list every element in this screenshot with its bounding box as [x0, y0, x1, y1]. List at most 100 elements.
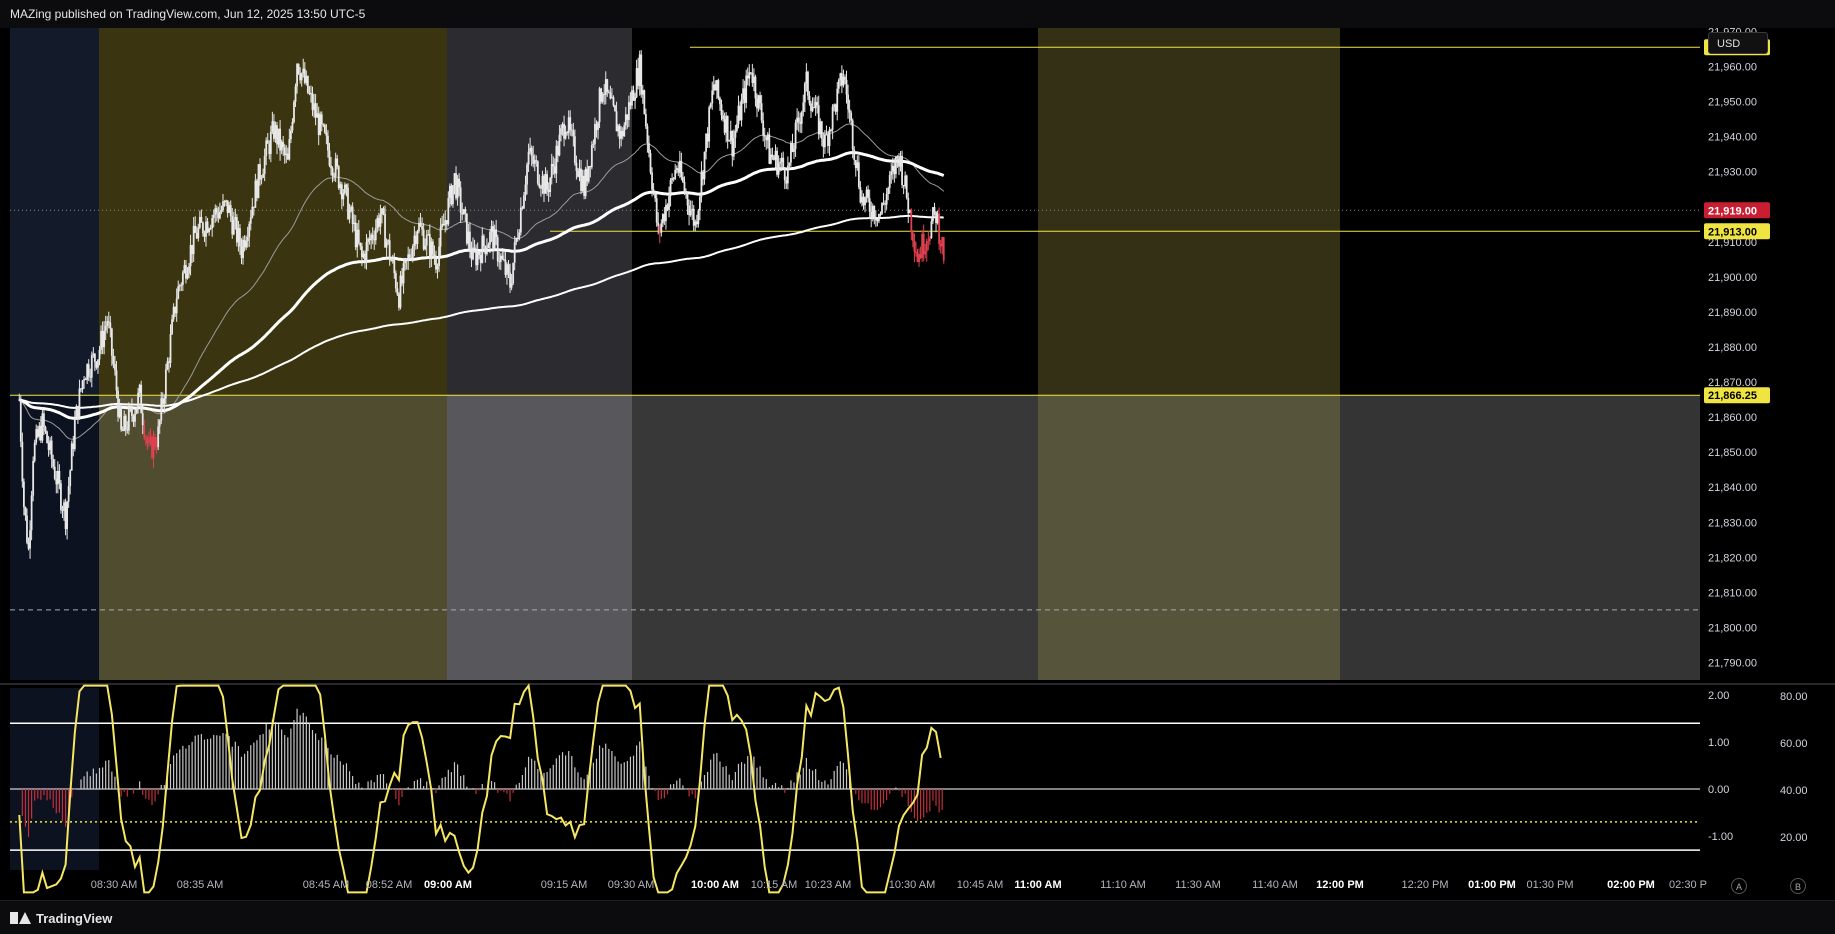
price-tick-label: 21,790.00	[1708, 657, 1757, 669]
candle	[570, 123, 573, 137]
candle-body	[32, 460, 35, 496]
candle	[325, 124, 328, 145]
candle-body	[242, 239, 244, 259]
candle	[519, 197, 522, 236]
candle-body	[447, 198, 450, 225]
candle	[433, 245, 436, 265]
candle	[894, 156, 897, 179]
candle-body	[93, 353, 96, 362]
candle-body	[218, 211, 221, 219]
session-band-upper	[99, 28, 447, 396]
candle-body	[405, 259, 408, 261]
candle	[682, 171, 684, 184]
log-scale-button[interactable]: B	[1790, 878, 1806, 894]
candle-body	[805, 71, 808, 84]
candle-body	[785, 180, 788, 184]
auto-scale-button[interactable]: A	[1731, 878, 1747, 894]
candle	[523, 192, 525, 210]
candle-body	[458, 178, 461, 188]
candle	[72, 435, 75, 457]
candle	[885, 187, 888, 210]
candle-body	[249, 217, 252, 224]
chart-canvas[interactable]: 21,970.0021,960.0021,950.0021,940.0021,9…	[0, 0, 1835, 900]
time-tick-label: 08:35 AM	[177, 879, 223, 891]
currency-selector[interactable]: USD	[1708, 32, 1768, 54]
candle	[884, 200, 886, 214]
candle-body	[323, 124, 326, 133]
candle-body	[691, 208, 694, 211]
time-tick-label: 08:45 AM	[303, 879, 349, 891]
candle	[263, 148, 266, 182]
candle-body	[649, 153, 652, 173]
candle-body	[782, 157, 785, 168]
candle-body	[73, 419, 76, 449]
candle	[168, 357, 170, 373]
candle	[231, 207, 234, 239]
candle	[53, 458, 56, 481]
candle	[132, 414, 135, 427]
time-tick-label: 10:23 AM	[805, 879, 851, 891]
candle	[898, 152, 900, 176]
candle	[552, 156, 555, 175]
candle-body	[839, 73, 842, 80]
candle	[714, 80, 717, 91]
candle	[390, 257, 393, 262]
candle-body	[604, 79, 607, 95]
candle-body	[364, 253, 366, 262]
candle	[164, 363, 167, 404]
candle	[691, 200, 694, 220]
candle-body	[41, 413, 44, 441]
candle	[32, 456, 35, 502]
candle	[717, 78, 720, 101]
candle	[768, 128, 771, 165]
candle	[600, 87, 603, 104]
candle-body	[327, 135, 329, 151]
candle	[41, 408, 44, 444]
candle	[609, 85, 612, 100]
candle-body	[215, 208, 218, 214]
candle	[911, 229, 914, 248]
candle	[620, 126, 623, 147]
candle-body	[657, 222, 660, 226]
candle-body	[53, 466, 56, 480]
candle	[152, 430, 155, 469]
candle	[921, 230, 924, 263]
candle-body	[686, 193, 689, 206]
candle	[192, 216, 195, 262]
time-tick-label: 01:30 PM	[1526, 879, 1573, 891]
candle	[766, 131, 769, 149]
candle-body	[935, 211, 937, 224]
candle	[692, 204, 695, 232]
candle-body	[715, 80, 718, 91]
candle	[757, 94, 760, 112]
candle-body	[521, 207, 524, 209]
candle	[837, 78, 840, 94]
candle-body	[803, 83, 806, 103]
candle	[81, 379, 84, 393]
candle	[536, 160, 539, 186]
candle-body	[300, 73, 303, 81]
candle-body	[476, 251, 479, 266]
candle	[239, 224, 241, 255]
candle-body	[850, 112, 853, 121]
candle	[385, 238, 388, 258]
candle	[425, 230, 428, 256]
candle-body	[502, 258, 505, 260]
candle-body	[81, 380, 84, 390]
candle-body	[655, 198, 658, 223]
candle	[19, 395, 22, 448]
candle-body	[496, 237, 499, 262]
candle-body	[223, 201, 226, 203]
candle	[242, 236, 244, 265]
tradingview-logo[interactable]: TradingView	[10, 909, 112, 927]
candle-body	[148, 441, 150, 444]
candle-body	[896, 156, 899, 159]
candle-body	[222, 201, 224, 210]
candle	[411, 243, 414, 263]
time-tick-label: 09:00 AM	[424, 879, 472, 891]
time-tick-label: 12:00 PM	[1316, 879, 1364, 891]
candle-body	[268, 143, 271, 155]
candle	[814, 95, 817, 116]
candle	[148, 431, 150, 448]
candle	[38, 422, 41, 441]
